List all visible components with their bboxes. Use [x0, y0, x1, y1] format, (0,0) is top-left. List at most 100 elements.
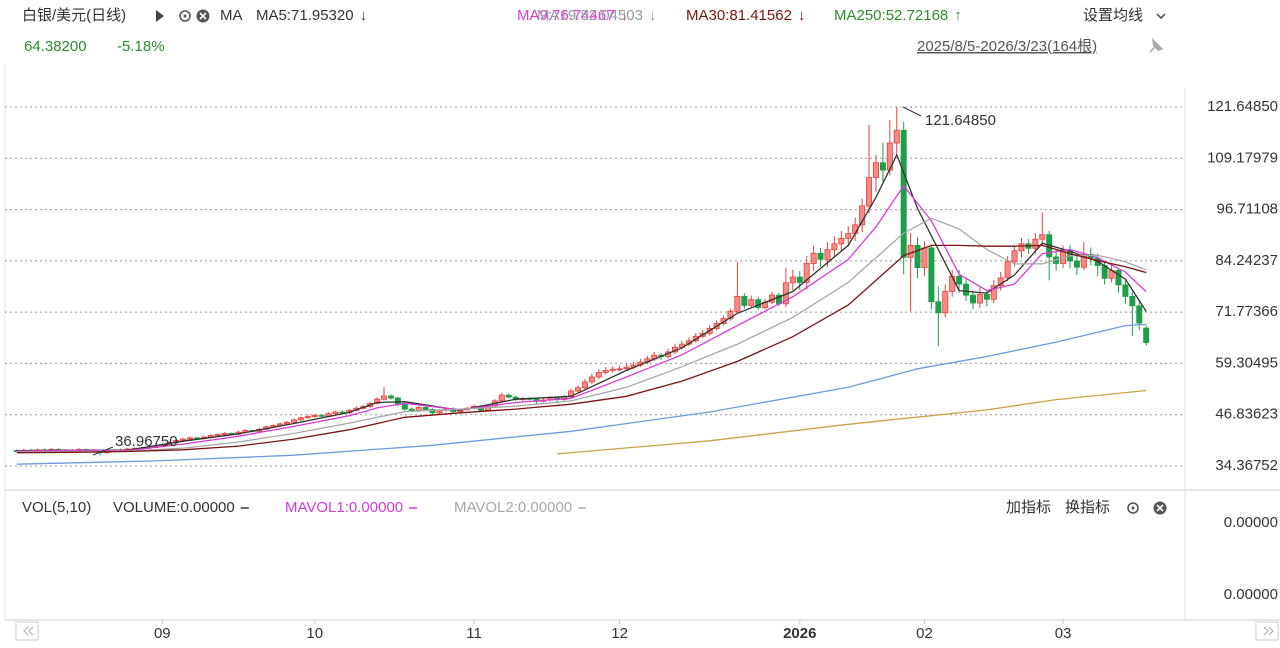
- legend-entry: MA5:71.95320: [256, 7, 354, 24]
- candle-body: [831, 243, 838, 250]
- candle-body: [374, 398, 381, 404]
- candle-body: [387, 395, 394, 399]
- candle-body: [401, 404, 408, 410]
- candle-body: [588, 376, 595, 383]
- settings-icon[interactable]: [179, 10, 191, 22]
- play-icon[interactable]: [156, 10, 164, 22]
- switch-indicator[interactable]: 换指标: [1065, 499, 1110, 516]
- candle-body: [422, 407, 429, 410]
- y-tick-label: 71.77366: [1215, 303, 1278, 320]
- candle-body: [623, 366, 630, 370]
- candle-body: [1032, 238, 1039, 249]
- y-tick-label: 109.17979: [1207, 149, 1278, 166]
- candle-body: [810, 252, 817, 264]
- pin-icon[interactable]: [1149, 37, 1164, 53]
- candle-body: [616, 368, 623, 371]
- candle-body: [602, 370, 609, 373]
- candle-body: [408, 408, 415, 412]
- scroll-right[interactable]: [1255, 621, 1279, 641]
- legend-trend: ↓: [798, 7, 806, 24]
- candle-body: [505, 394, 512, 398]
- candle-body: [304, 416, 311, 419]
- candle-body: [907, 245, 914, 258]
- ma-line: [16, 184, 1147, 452]
- candle-body: [581, 381, 588, 389]
- candle-body: [949, 275, 956, 292]
- y-tick-label: 59.30495: [1215, 354, 1278, 371]
- ma-line: [16, 153, 1147, 452]
- candle-body: [935, 301, 942, 314]
- candle-body: [817, 252, 824, 260]
- candle-body: [990, 285, 997, 300]
- legend-entry: MA250:52.72168: [834, 7, 948, 24]
- candle-body: [789, 276, 796, 284]
- add-indicator[interactable]: 加指标: [1006, 499, 1051, 516]
- annotation: 121.64850: [925, 112, 996, 129]
- scroll-left[interactable]: [15, 621, 39, 641]
- close-icon[interactable]: [196, 9, 210, 23]
- legend-entry: MA9:76.74467: [517, 7, 615, 24]
- candle-body: [900, 129, 907, 258]
- legend-trend: ↓: [360, 7, 368, 24]
- candle-body: [921, 247, 928, 269]
- candle-body: [498, 394, 505, 402]
- volume-settings-icon[interactable]: [1127, 502, 1139, 514]
- x-tick-label: 10: [306, 625, 323, 642]
- candle-body: [187, 437, 194, 440]
- candle-body: [214, 434, 221, 436]
- x-tick-label: 11: [466, 625, 482, 642]
- legend-trend: ↑: [954, 7, 962, 24]
- candle-body: [318, 414, 325, 417]
- candle-body: [1018, 243, 1025, 252]
- candle-body: [1115, 270, 1122, 286]
- candle-body: [297, 417, 304, 421]
- volume-title: VOL(5,10): [22, 499, 91, 516]
- candle-body: [180, 438, 187, 441]
- candle-body: [824, 249, 831, 260]
- candle-body: [290, 419, 297, 423]
- legend-trend: ↓: [649, 7, 657, 24]
- volume-legend: MAVOL1:0.00000: [285, 499, 403, 516]
- ma-line: [16, 217, 1147, 453]
- ma-settings[interactable]: 设置均线: [1083, 7, 1143, 24]
- ma-line: [557, 389, 1147, 455]
- candle-body: [976, 293, 983, 304]
- candle-body: [727, 310, 734, 320]
- indicator-name: MA: [220, 7, 243, 24]
- candle-body: [609, 368, 616, 371]
- annotation: 36.96750: [115, 433, 178, 450]
- candle-body: [734, 296, 741, 312]
- candle-body: [1011, 250, 1018, 263]
- x-tick-label: 09: [154, 625, 171, 642]
- candle-body: [429, 409, 436, 414]
- annotation-arrow: [92, 446, 114, 456]
- candle-body: [983, 293, 990, 300]
- candle-body: [741, 296, 748, 306]
- candle-body: [221, 432, 228, 435]
- candle-body: [879, 162, 886, 171]
- candle-body: [1039, 234, 1046, 240]
- candle-body: [575, 387, 582, 392]
- candle-body: [1129, 296, 1136, 307]
- candle-body: [1136, 305, 1143, 324]
- candle-body: [859, 205, 866, 226]
- x-tick-label: 2026: [783, 625, 816, 642]
- x-tick-label: 03: [1055, 625, 1072, 642]
- volume-legend: MAVOL2:0.00000: [454, 499, 572, 516]
- candle-body: [381, 395, 388, 400]
- candle-body: [1080, 254, 1087, 268]
- volume-close-icon[interactable]: [1153, 501, 1167, 515]
- volume-tick-label: 0.00000: [1224, 514, 1278, 531]
- candle-body: [969, 294, 976, 304]
- y-tick-label: 46.83623: [1215, 406, 1278, 423]
- date-range[interactable]: 2025/8/5-2026/3/23(164根): [917, 38, 1097, 55]
- annotation-arrow: [902, 106, 922, 117]
- candle-body: [866, 177, 873, 207]
- price-change: -5.18%: [117, 38, 165, 55]
- dropdown-icon[interactable]: [1156, 13, 1166, 20]
- y-tick-label: 96.71108: [1217, 201, 1278, 218]
- candle-body: [845, 233, 852, 239]
- y-tick-label: 121.64850: [1207, 98, 1278, 115]
- candle-body: [311, 414, 318, 417]
- ma-line: [16, 323, 1147, 465]
